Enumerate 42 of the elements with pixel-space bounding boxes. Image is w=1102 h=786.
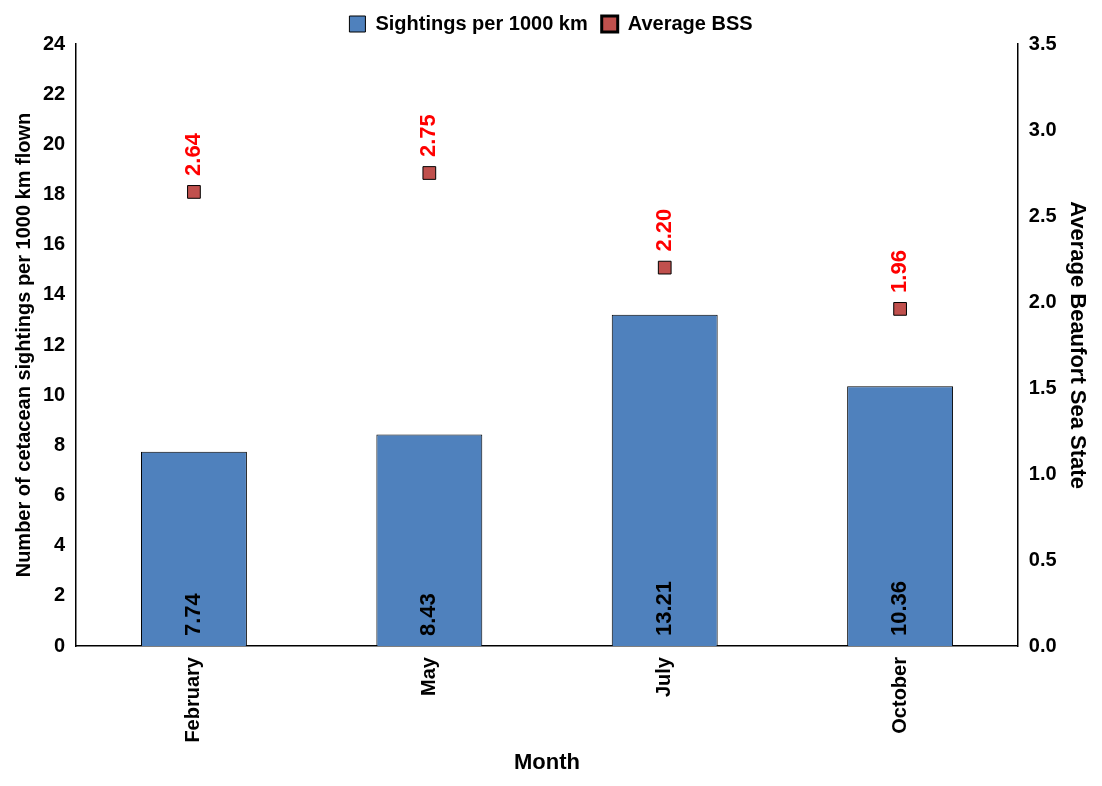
x-axis-title: Month	[514, 748, 581, 774]
x-tick-label: July	[652, 656, 675, 698]
data-label: 8.43	[415, 593, 441, 637]
y-tick-label: 18	[43, 182, 66, 205]
y-tick-label: 14	[43, 282, 67, 305]
y-tick-label: 6	[54, 483, 66, 506]
y2-tick-label: 1.5	[1028, 375, 1057, 398]
point	[657, 260, 672, 275]
data-label: 13.21	[650, 580, 676, 637]
y-tick-label: 24	[43, 31, 67, 54]
y2-tick-label: 0.5	[1028, 547, 1057, 570]
x-tick-label: October	[887, 656, 910, 734]
y2-tick-label: 3.0	[1028, 117, 1057, 140]
y-tick-label: 4	[54, 533, 67, 556]
y-tick-label: 0	[54, 633, 66, 656]
y2-tick-label: 2.0	[1028, 289, 1057, 312]
data-label: 7.74	[180, 592, 205, 637]
y-tick-label: 8	[54, 432, 66, 455]
data-label: 10.36	[886, 580, 912, 637]
y-tick-label: 10	[43, 382, 66, 405]
y2-tick-label: 1.0	[1028, 461, 1057, 484]
data-label: 2.20	[650, 208, 676, 252]
point	[893, 302, 907, 316]
y2-tick-label: 0.0	[1028, 633, 1057, 656]
legend-label: Average BSS	[627, 11, 753, 34]
point	[187, 185, 201, 199]
data-label: 1.96	[886, 250, 912, 293]
x-tick-label: February	[181, 656, 204, 743]
y2-axis-title: Average Beaufort Sea State	[1065, 201, 1091, 489]
y-tick-label: 16	[43, 232, 66, 255]
x-tick-label: May	[416, 656, 439, 696]
y-tick-label: 20	[43, 131, 66, 154]
legend-label: Sightings per 1000 km	[375, 11, 588, 34]
data-label: 2.75	[415, 114, 441, 157]
y-tick-label: 12	[43, 332, 66, 355]
y2-tick-label: 2.5	[1028, 203, 1057, 226]
y-tick-label: 2	[54, 583, 66, 606]
y-axis-title: Number of cetacean sightings per 1000 km flown	[11, 112, 34, 578]
data-label: 2.64	[180, 132, 205, 176]
y-tick-label: 22	[43, 81, 66, 104]
point	[422, 166, 437, 180]
y2-tick-label: 3.5	[1028, 31, 1057, 54]
